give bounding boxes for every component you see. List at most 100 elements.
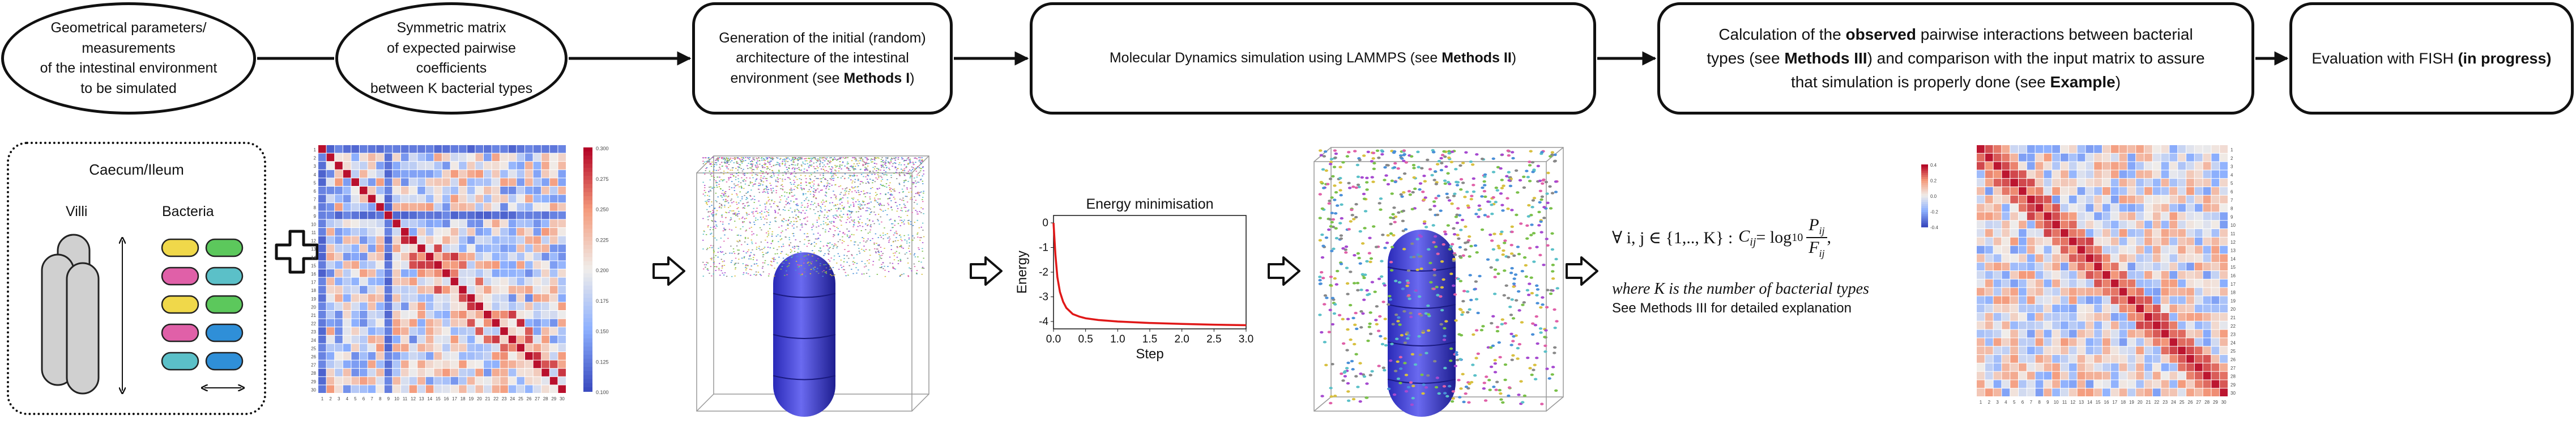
bacterium-particle [863, 249, 864, 251]
bacterium-particle [788, 265, 790, 267]
bacterium-particle [893, 268, 895, 269]
bacterium-particle [772, 159, 774, 160]
heatmap-cell [368, 261, 376, 269]
bacterium-particle [771, 200, 773, 202]
heatmap-cell [2002, 204, 2010, 212]
bacterium-particle [723, 240, 725, 242]
bacterium-particle [883, 170, 885, 171]
bacterium-particle [808, 166, 809, 167]
bacterium-particle [706, 194, 709, 196]
bacterium-particle [913, 208, 915, 209]
bacterium-particle [802, 194, 804, 196]
heatmap-cell [360, 319, 368, 327]
heatmap-cell [335, 335, 343, 344]
bacterium-particle [736, 194, 738, 196]
bacterium-particle [1320, 395, 1324, 397]
bacterium-particle [814, 267, 816, 268]
bacterium-particle [1330, 362, 1334, 366]
heatmap-tick-label: 21 [311, 313, 316, 318]
bacterium-particle [788, 239, 790, 240]
bacterium-particle [876, 243, 877, 244]
bacterium-particle [740, 161, 742, 163]
bacterium-particle [922, 242, 924, 243]
bacterium-particle [884, 269, 886, 271]
heatmap-cell [351, 211, 359, 219]
bacterium-particle [886, 157, 888, 159]
bacterium-particle [1320, 256, 1325, 259]
bacterium-particle [741, 170, 744, 172]
bacterium-particle [817, 268, 818, 269]
bacterium-particle [727, 158, 728, 160]
bacterium-particle [804, 259, 805, 260]
bacterium-particle [918, 192, 920, 194]
heatmap-cell [2102, 237, 2110, 246]
bacterium-particle [903, 219, 905, 221]
bacterium-particle [1456, 234, 1460, 236]
heatmap-cell [318, 369, 326, 377]
bacterium-particle [773, 259, 775, 260]
heatmap-cell [2203, 237, 2211, 246]
bacterium-particle [879, 202, 881, 204]
bacterium-particle [727, 196, 729, 198]
heatmap-cell [393, 385, 400, 393]
bacterium-particle [861, 160, 863, 162]
heatmap-cell [2077, 162, 2085, 170]
bacterium-particle [735, 168, 737, 169]
bacterium-particle [724, 193, 727, 194]
heatmap-cell [351, 228, 359, 236]
heatmap-tick-label: 15 [436, 396, 441, 401]
bacterium-particle [1510, 358, 1514, 361]
bacterium-particle [881, 264, 882, 265]
colorbar-segment [583, 151, 592, 156]
heatmap-cell [2186, 221, 2194, 229]
bacterium-particle [869, 240, 872, 241]
bacterium-particle [791, 189, 793, 191]
heatmap-cell [500, 211, 508, 219]
bacterium-particle [710, 211, 711, 213]
bacterium-particle [869, 193, 871, 194]
bacterium-particle [728, 158, 730, 159]
bacterium-particle [859, 225, 861, 226]
bacterium-particle [791, 173, 793, 175]
bacterium-particle [1341, 379, 1345, 382]
bacterium-particle [719, 157, 720, 158]
bacterium-particle [717, 158, 719, 159]
bacterium-particle [1538, 201, 1542, 204]
bacterium-particle [835, 214, 837, 216]
heatmap-cell [2027, 145, 2035, 153]
bacterium-particle [761, 157, 763, 158]
bacterium-particle [832, 267, 834, 268]
bacterium-particle [804, 175, 807, 176]
heatmap-cell [525, 352, 533, 360]
bacterium-particle [920, 170, 922, 172]
bacterium-particle [875, 252, 877, 253]
step-generation-line3: environment (see Methods I) [730, 70, 915, 86]
heatmap-cell [2194, 187, 2203, 195]
bacterium-particle [774, 212, 777, 213]
bacterium-particle [1542, 263, 1546, 267]
bacterium-particle [817, 232, 819, 234]
bacterium-particle [888, 271, 890, 272]
bacterium-particle [728, 189, 730, 190]
bacterium-particle [922, 166, 924, 167]
heatmap-tick-label: 6 [314, 189, 317, 194]
bacterium-particle [743, 256, 745, 257]
heatmap-cell [360, 269, 368, 277]
heatmap-cell [393, 211, 400, 219]
bacterium-particle [853, 172, 855, 174]
bacterium-particle [775, 179, 777, 181]
bacterium-particle [719, 176, 720, 178]
heatmap-tick-label: 7 [314, 197, 317, 202]
bacterium-particle [921, 157, 923, 158]
heatmap-cell [2194, 195, 2203, 204]
bacterium-particle [771, 157, 773, 158]
bacterium-particle [774, 201, 775, 202]
bacterium-particle [831, 167, 834, 168]
bacterium-particle [918, 247, 919, 248]
heatmap-cell [533, 194, 541, 203]
bacterium-particle [762, 192, 764, 193]
bacterium-particle [873, 159, 875, 160]
bacterium-particle [1499, 232, 1503, 235]
bacterium-particle [835, 166, 837, 167]
heatmap-cell [525, 319, 533, 327]
